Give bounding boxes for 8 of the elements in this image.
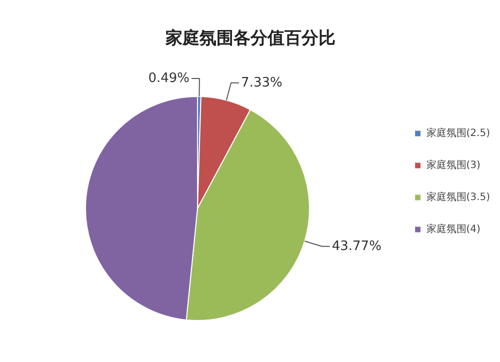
chart-title: 家庭氛围各分值百分比 bbox=[164, 28, 336, 48]
data-label: 0.49% bbox=[148, 71, 190, 86]
legend-label: 家庭氛围(4) bbox=[426, 222, 480, 236]
legend-label: 家庭氛围(2.5) bbox=[426, 126, 490, 140]
legend-label: 家庭氛围(3) bbox=[426, 158, 480, 172]
legend-label: 家庭氛围(3.5) bbox=[426, 190, 490, 204]
data-label: 7.33% bbox=[241, 75, 282, 90]
data-label: 43.77% bbox=[332, 238, 382, 254]
